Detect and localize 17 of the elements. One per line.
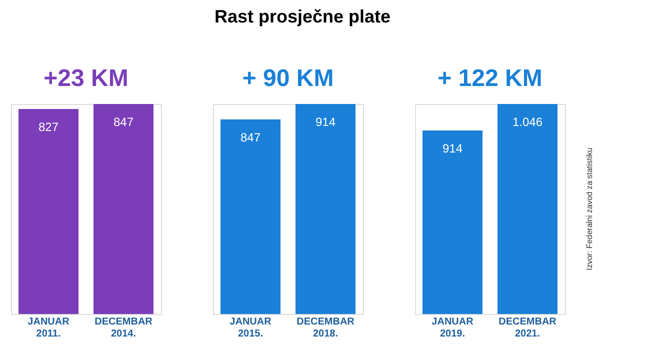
x-tick-label: JANUAR 2011. bbox=[28, 316, 70, 340]
x-tick-label: DECEMBAR 2014. bbox=[94, 316, 154, 340]
text: Izvor: Federalni zavod za statistiku bbox=[585, 148, 594, 270]
data-label: 1.046 bbox=[512, 115, 543, 129]
data-label: 847 bbox=[113, 115, 134, 129]
data-label: 827 bbox=[38, 120, 59, 134]
x-tick-label: DECEMBAR 2021. bbox=[498, 316, 558, 340]
x-tick-label: DECEMBAR 2018. bbox=[296, 316, 356, 340]
data-label: 914 bbox=[315, 115, 336, 129]
chart-subtitle: + 90 KM bbox=[242, 65, 334, 92]
chart-subtitle: + 122 KM bbox=[438, 65, 542, 92]
chart-title: Rast prosječne plate bbox=[214, 6, 391, 26]
data-label: 847 bbox=[240, 130, 261, 144]
x-tick-label: JANUAR 2015. bbox=[230, 316, 272, 340]
x-tick-label: JANUAR 2019. bbox=[432, 316, 474, 340]
data-label: 914 bbox=[442, 142, 463, 156]
chart-subtitle: +23 KM bbox=[44, 65, 128, 92]
